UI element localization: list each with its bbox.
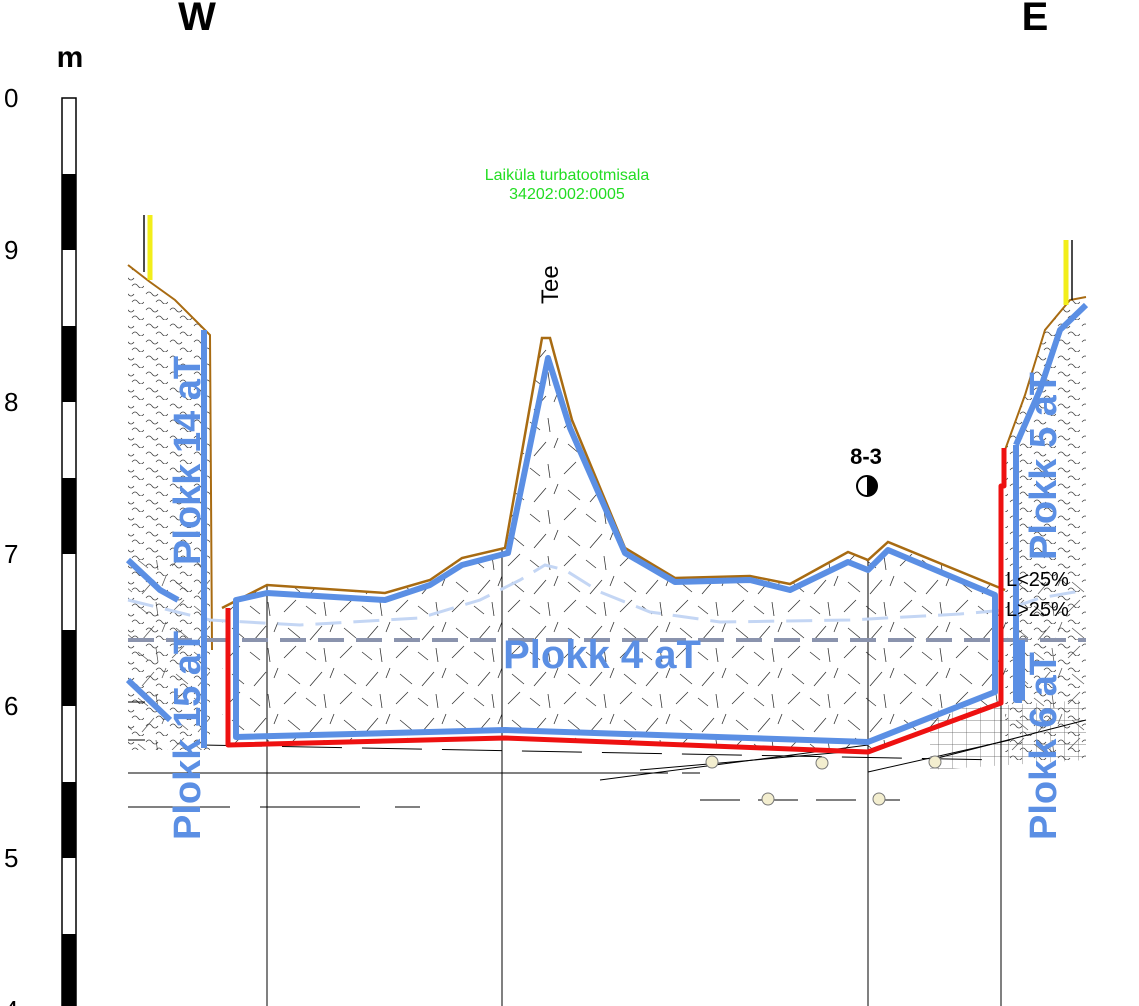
half-filled-circle-icon	[856, 475, 878, 497]
block-14-label: Plokk 14 aT	[167, 356, 209, 565]
block-6-label: Plokk 6 aT	[1023, 652, 1065, 840]
clay-layer	[930, 700, 1086, 770]
scale-tick-4: 6	[4, 691, 18, 721]
borehole-label: 8-3	[850, 444, 882, 469]
scale-bar	[61, 97, 77, 1006]
block-4-label: Plokk 4 aT	[503, 633, 701, 677]
scale-tick-5: 5	[4, 843, 18, 873]
right-ground-line	[1004, 296, 1087, 451]
block-5-outline-upper	[1013, 302, 1089, 447]
block-15-label: Plokk 15 aT	[167, 631, 209, 840]
ground-surface-line	[221, 336, 1006, 610]
block-15-outline	[125, 557, 180, 603]
block-4-outline	[233, 355, 998, 745]
peat-decomposition-boundary	[127, 563, 1087, 627]
scale-unit: m	[57, 41, 84, 74]
block-5-label: Plokk 5 aT	[1023, 372, 1065, 560]
west-label: W	[178, 0, 216, 39]
extraction-bottom-line	[225, 448, 1007, 755]
scale-tick-3: 7	[4, 539, 18, 569]
scale-tick-6: 4	[4, 995, 18, 1006]
scale-tick-0: 0	[4, 83, 18, 113]
road-label: Tee	[537, 265, 564, 304]
left-ground-line	[127, 264, 213, 651]
scale-tick-2: 8	[4, 387, 18, 417]
peat-body	[222, 338, 1005, 750]
block-outlines	[125, 302, 1089, 748]
boulder-symbols	[705, 755, 942, 806]
peat-high-label: L>25%	[1006, 599, 1069, 621]
east-label: E	[1022, 0, 1049, 39]
block-15-outline-lower	[125, 677, 173, 723]
parcel-code: 34202:002:0005	[509, 186, 625, 203]
peat-low-label: L<25%	[1006, 569, 1069, 591]
parcel-name: Laiküla turbatootmisala	[485, 167, 650, 184]
scale-tick-1: 9	[4, 235, 18, 265]
